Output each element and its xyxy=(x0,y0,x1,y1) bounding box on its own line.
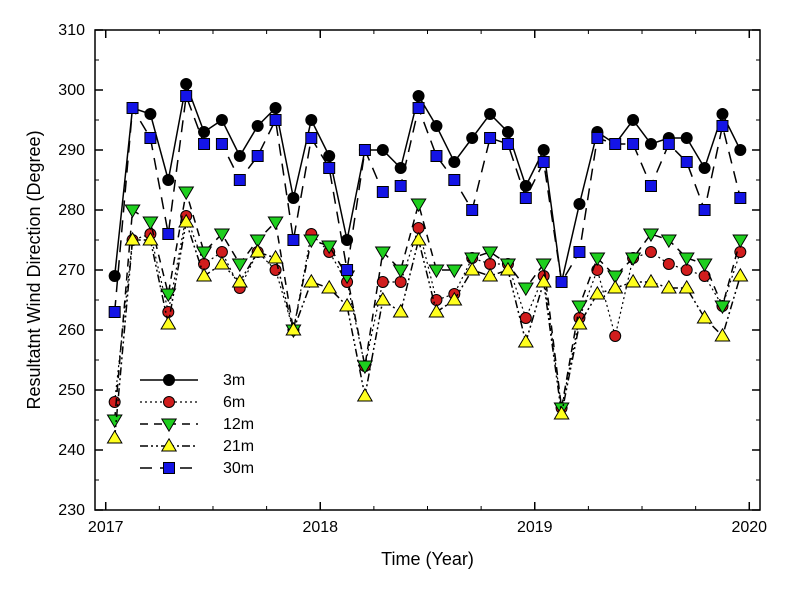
chart-container: 230 240 250 260 270 280 290 300 310 2017 2018 2019 2… xyxy=(0,0,799,602)
y-tick-label: 230 xyxy=(58,502,85,519)
legend-label-21m: 21m xyxy=(223,438,254,455)
y-tick-label: 310 xyxy=(58,22,85,39)
y-tick-label: 250 xyxy=(58,382,85,399)
y-tick-label: 270 xyxy=(58,262,85,279)
legend-label-12m: 12m xyxy=(223,416,254,433)
x-tick-label: 2018 xyxy=(302,519,338,536)
legend-label-6m: 6m xyxy=(223,394,245,411)
y-tick-label: 240 xyxy=(58,442,85,459)
x-tick-label: 2019 xyxy=(517,519,553,536)
y-tick-label: 290 xyxy=(58,142,85,159)
x-tick-label: 2020 xyxy=(731,519,767,536)
y-axis-label: Resultatnt Wind Direction (Degree) xyxy=(24,130,44,409)
y-tick-label: 300 xyxy=(58,82,85,99)
x-tick-label: 2017 xyxy=(88,519,124,536)
y-tick-label: 260 xyxy=(58,322,85,339)
legend-label-3m: 3m xyxy=(223,372,245,389)
legend-label-30m: 30m xyxy=(223,460,254,477)
x-axis-label: Time (Year) xyxy=(381,549,474,569)
y-tick-label: 280 xyxy=(58,202,85,219)
wind-direction-chart: 230 240 250 260 270 280 290 300 310 2017 2018 2019 2… xyxy=(0,0,799,602)
